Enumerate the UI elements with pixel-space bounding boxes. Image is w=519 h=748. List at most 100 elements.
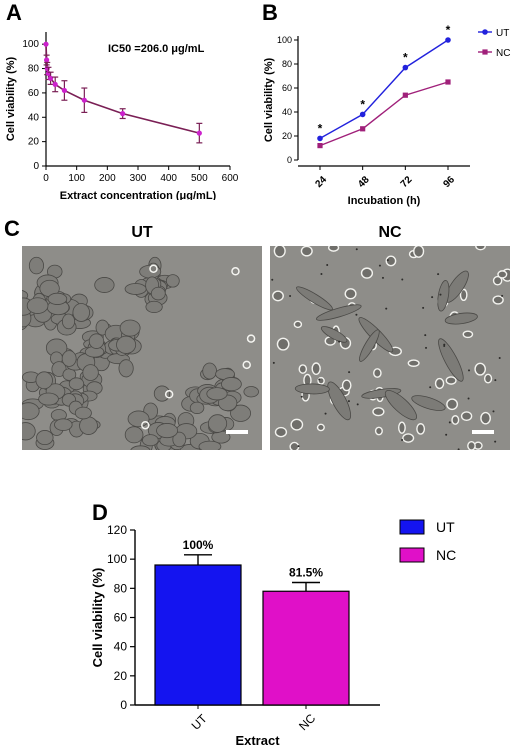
round-cell (300, 246, 313, 257)
round-cell (480, 411, 491, 425)
cell (189, 401, 205, 414)
debris (381, 276, 384, 279)
x-axis-label: Extract concentration (μg/mL) (60, 190, 217, 200)
debris (271, 278, 274, 281)
debris (422, 306, 425, 309)
round-cell (459, 288, 468, 302)
y-tick-label: 40 (28, 112, 40, 123)
round-cell (445, 376, 457, 385)
x-tick-label: 72 (399, 174, 415, 190)
data-point (359, 111, 366, 118)
chart-a: 0 100 200 300 400 500 600 0 20 40 60 80 100 Extract c… (5, 32, 239, 200)
round-cell (373, 368, 382, 378)
ic50-annotation: IC50 =206.0 μg/mL (108, 43, 205, 55)
round-cell (360, 267, 374, 279)
debris (289, 294, 292, 297)
series-line-nc (319, 81, 449, 147)
round-cell (141, 420, 150, 430)
cell (47, 292, 68, 305)
y-axis-label: Cell viability (%) (263, 57, 275, 142)
round-cell (289, 441, 300, 450)
elongated-cell (320, 326, 348, 343)
y-tick-label: 40 (282, 107, 292, 117)
micrograph-ut-cells (22, 256, 259, 450)
legend-swatch (399, 519, 425, 535)
y-axis-label: Cell viability (%) (90, 568, 105, 668)
round-cell (451, 415, 460, 425)
round-cell (246, 334, 256, 343)
micrograph-right-title: NC (378, 224, 402, 241)
round-cell (460, 411, 473, 422)
y-tick-label: 80 (28, 64, 40, 75)
cell (61, 350, 77, 367)
debris (386, 259, 389, 262)
debris (347, 400, 350, 403)
debris (348, 371, 351, 374)
debris (318, 378, 321, 381)
round-cell (462, 330, 474, 339)
y-tick-label: 80 (114, 581, 128, 595)
elongated-cell (384, 390, 418, 421)
round-cell (416, 423, 426, 435)
panel-letter-b: B (262, 0, 278, 25)
cell (28, 256, 45, 275)
x-tick-label: NC (296, 711, 318, 733)
debris (431, 296, 434, 299)
cell (202, 362, 217, 380)
data-point (52, 81, 58, 87)
cell (54, 418, 73, 431)
debris (300, 395, 303, 398)
micrograph-nc-cells (271, 246, 510, 450)
elongated-cell (294, 383, 330, 395)
cell (26, 297, 49, 314)
x-tick-label: 96 (441, 174, 457, 190)
y-tick-label: 20 (114, 669, 128, 683)
debris (355, 248, 358, 251)
cell (72, 303, 90, 322)
debris (468, 369, 471, 372)
panel-letter-c: C (4, 216, 20, 241)
cell (172, 431, 187, 448)
significance-star: * (318, 121, 323, 135)
significance-star: * (446, 23, 451, 37)
round-cell (446, 398, 459, 411)
round-cell (231, 267, 240, 276)
data-point (402, 64, 409, 71)
legend-label: UT (436, 519, 455, 535)
cell (165, 274, 180, 288)
cell (156, 423, 179, 439)
y-tick-label: 40 (114, 640, 128, 654)
debris (437, 273, 440, 276)
debris (378, 264, 381, 267)
round-cell (474, 362, 486, 376)
round-cell (434, 377, 445, 390)
y-tick-label: 100 (22, 39, 39, 50)
cell (119, 319, 141, 337)
data-line (45, 44, 200, 134)
x-tick-label: 400 (160, 173, 177, 184)
significance-star: * (360, 97, 365, 111)
cell (127, 410, 150, 428)
debris (443, 344, 446, 347)
cell (145, 300, 163, 314)
round-cell (492, 275, 503, 286)
cell (130, 445, 151, 450)
scale-bar (472, 430, 494, 434)
cell (38, 392, 59, 406)
legend-marker (482, 29, 488, 35)
cell (124, 283, 147, 295)
bar-ut (154, 564, 242, 706)
y-tick-label: 60 (28, 88, 40, 99)
debris (401, 438, 404, 441)
y-tick-label: 60 (282, 83, 292, 93)
x-tick-label: 200 (99, 173, 116, 184)
chart-b: 0 20 40 60 80 100 24 48 72 96 Incubation (h) Cell v… (263, 23, 510, 207)
cell (230, 404, 251, 422)
cell (36, 430, 54, 445)
debris (356, 403, 359, 406)
debris (272, 361, 275, 364)
y-tick-label: 120 (107, 523, 127, 537)
data-point (317, 143, 323, 149)
cell (79, 416, 98, 435)
round-cell (398, 421, 406, 434)
